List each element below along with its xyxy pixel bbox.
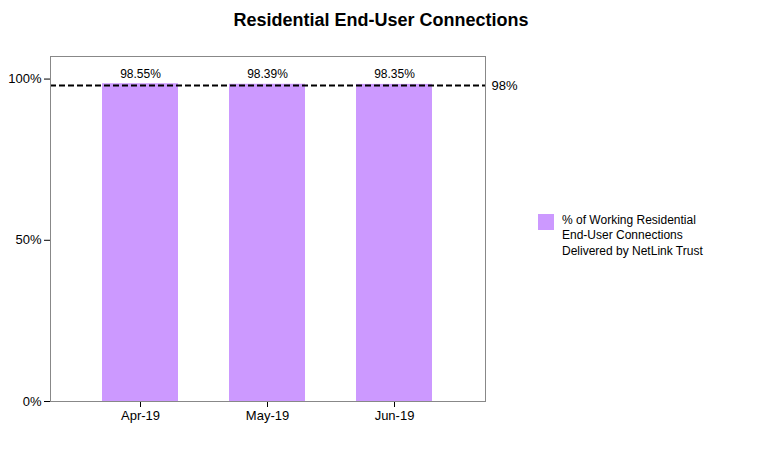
svg-text:98%: 98%	[492, 78, 518, 93]
svg-text:Apr-19: Apr-19	[121, 408, 160, 423]
svg-text:50%: 50%	[15, 232, 41, 247]
html-text:Residential End-User Connectio: Residential End-User Connections	[233, 10, 529, 30]
svg-text:98.35%: 98.35%	[374, 67, 415, 81]
svg-text:May-19: May-19	[246, 408, 289, 423]
svg-text:98.55%: 98.55%	[120, 67, 161, 81]
svg-text:98.39%: 98.39%	[247, 67, 288, 81]
html-text:% of Working Residential End-U: % of Working Residential End-User Connec…	[562, 212, 703, 258]
svg-text:Jun-19: Jun-19	[375, 408, 415, 423]
svg-text:100%: 100%	[8, 71, 42, 86]
svg-text:0%: 0%	[23, 394, 42, 409]
